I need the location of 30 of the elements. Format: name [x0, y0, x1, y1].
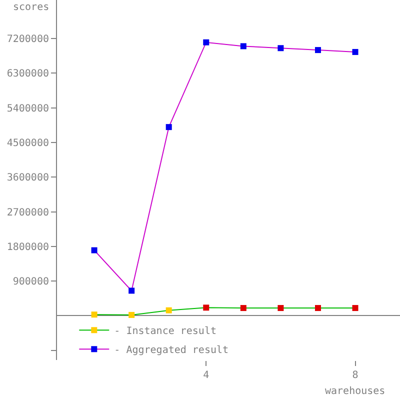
y-tick-label: 2700000: [6, 207, 49, 218]
y-tick-label: 3600000: [6, 172, 49, 184]
point: [91, 247, 98, 254]
point: [166, 307, 172, 314]
x-tick-label: 4: [203, 370, 210, 381]
y-tick-label: 4500000: [6, 138, 49, 149]
point: [203, 39, 210, 46]
point: [278, 305, 284, 312]
y-axis-title: scores: [13, 2, 50, 13]
point: [314, 47, 321, 54]
x-tick-label: 8: [352, 370, 358, 381]
y-tick-label: 900000: [12, 276, 49, 288]
point: [352, 305, 358, 312]
point: [91, 312, 98, 318]
point: [128, 288, 135, 294]
point: [352, 48, 358, 55]
point: [240, 43, 246, 50]
point: [128, 312, 135, 318]
point: [278, 45, 284, 52]
y-tick-label: 5400000: [6, 103, 49, 114]
y-tick-label: 6300000: [6, 68, 49, 80]
point: [166, 124, 172, 130]
y-tick-label: 1800000: [6, 242, 49, 253]
legend-label: - Aggregated result: [114, 345, 229, 356]
point: [314, 305, 321, 312]
point: [203, 304, 210, 311]
point: [240, 305, 246, 312]
y-tick-label: 7200000: [6, 34, 49, 45]
legend-label: - Instance result: [114, 326, 217, 337]
x-axis-title: warehouses: [325, 386, 386, 397]
